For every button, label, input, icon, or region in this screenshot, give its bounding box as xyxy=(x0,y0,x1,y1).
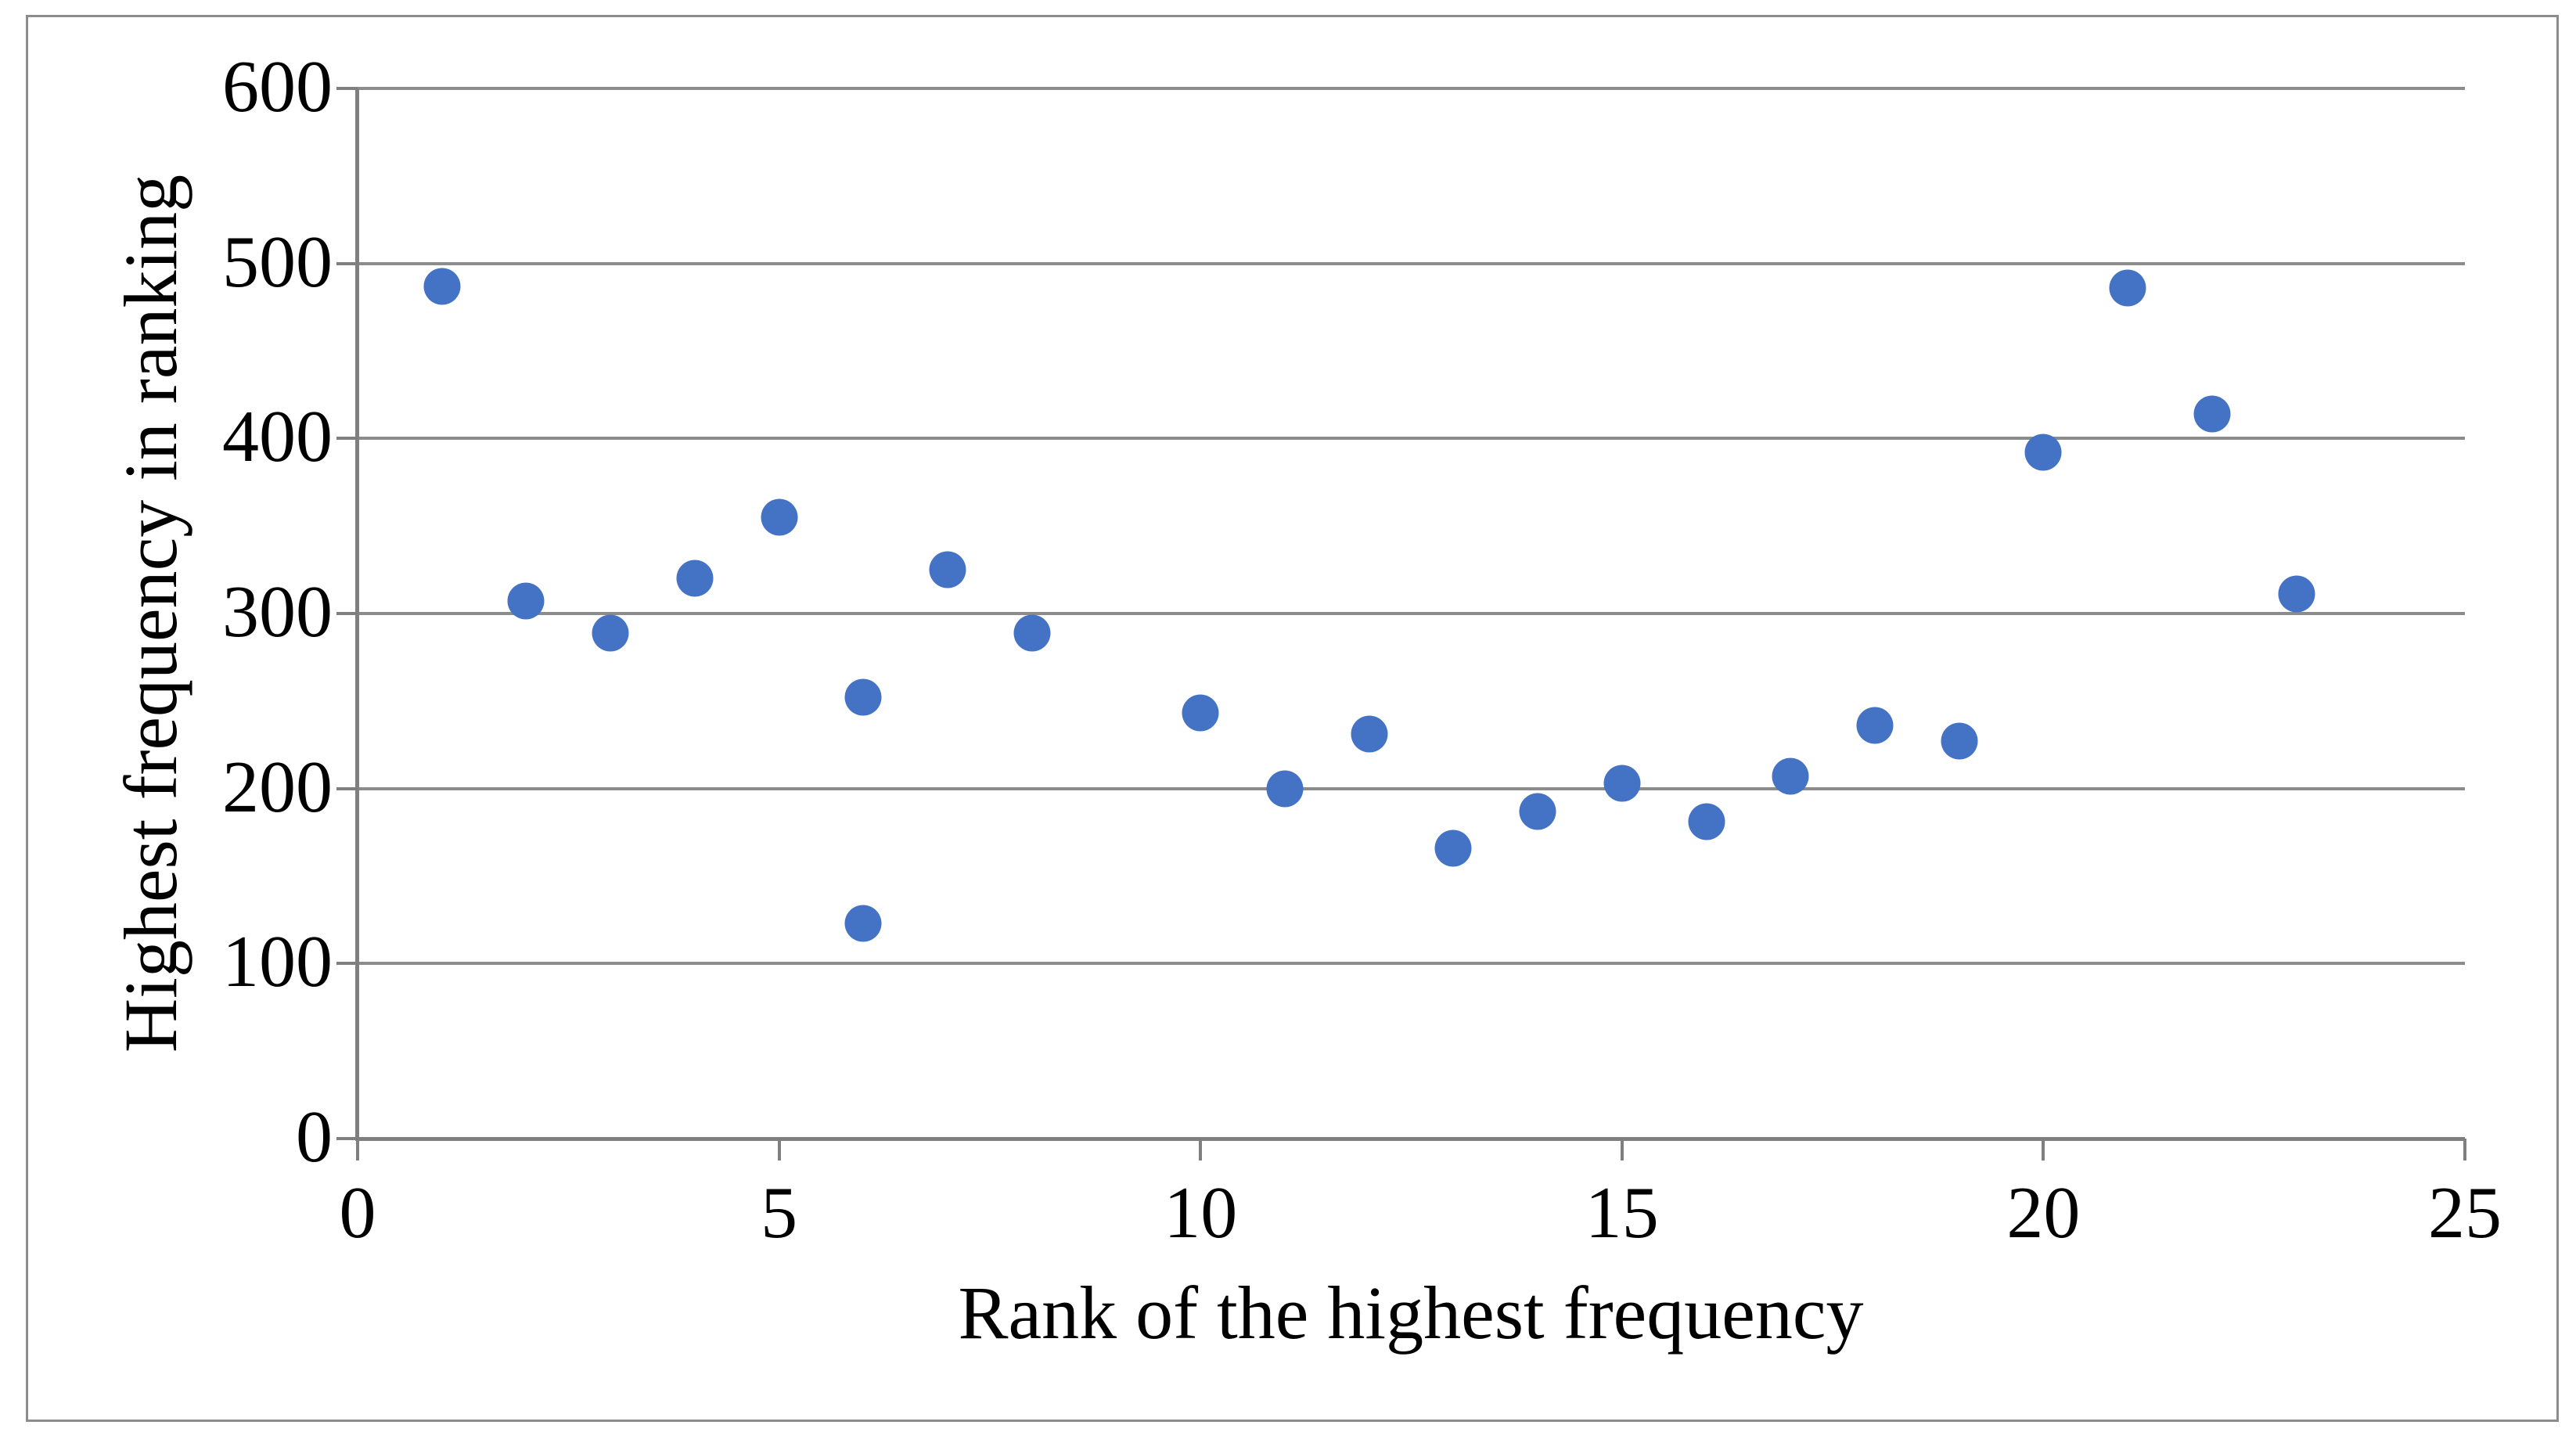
data-point xyxy=(1603,765,1641,802)
data-point xyxy=(2024,434,2062,471)
data-point xyxy=(1519,793,1556,830)
x-axis-tick xyxy=(2042,1139,2045,1161)
y-axis-tick xyxy=(336,612,358,615)
x-axis-tick-label: 25 xyxy=(2428,1172,2502,1254)
data-point xyxy=(592,614,629,652)
data-point xyxy=(2109,269,2146,307)
x-axis-tick-label: 15 xyxy=(1585,1172,1659,1254)
y-axis-tick xyxy=(336,1137,358,1140)
data-point xyxy=(1266,770,1304,808)
data-point xyxy=(423,268,461,305)
y-axis-tick-label: 200 xyxy=(222,746,333,828)
horizontal-gridline xyxy=(358,962,2465,966)
y-axis-tick xyxy=(336,261,358,265)
data-point xyxy=(1772,757,1809,795)
data-point xyxy=(929,551,966,588)
y-axis-tick-label: 400 xyxy=(222,396,333,478)
data-point xyxy=(1941,722,1978,760)
x-axis-title: Rank of the highest frequency xyxy=(958,1271,1864,1355)
x-axis-tick-label: 20 xyxy=(2006,1172,2081,1254)
x-axis-tick xyxy=(1620,1139,1624,1161)
y-axis-tick-label: 600 xyxy=(222,46,333,128)
data-point xyxy=(1434,829,1472,867)
y-axis-tick xyxy=(336,962,358,966)
y-axis-tick xyxy=(336,786,358,790)
data-point xyxy=(2193,395,2231,433)
x-axis-tick-label: 10 xyxy=(1164,1172,1238,1254)
data-point xyxy=(1182,694,1219,732)
data-point xyxy=(844,678,882,716)
x-axis-tick xyxy=(2463,1139,2466,1161)
x-axis-tick xyxy=(777,1139,781,1161)
horizontal-gridline xyxy=(358,786,2465,790)
y-axis-tick-label: 0 xyxy=(296,1096,333,1179)
data-point xyxy=(1688,803,1725,840)
chart-outer-border xyxy=(26,15,2559,1422)
x-axis-tick xyxy=(1199,1139,1203,1161)
y-axis-tick-label: 300 xyxy=(222,571,333,653)
data-point xyxy=(844,905,882,942)
data-point xyxy=(507,582,545,620)
data-point xyxy=(676,560,714,597)
data-point xyxy=(1013,614,1051,652)
x-axis-tick xyxy=(356,1139,359,1161)
data-point xyxy=(2278,575,2315,613)
horizontal-gridline xyxy=(358,87,2465,90)
x-axis-tick-label: 5 xyxy=(761,1172,798,1254)
data-point xyxy=(761,498,798,536)
y-axis-tick-label: 100 xyxy=(222,921,333,1003)
x-axis-line xyxy=(355,1137,2465,1141)
data-point xyxy=(1351,715,1388,753)
x-axis-tick-label: 0 xyxy=(339,1172,376,1254)
horizontal-gridline xyxy=(358,261,2465,265)
y-axis-tick xyxy=(336,437,358,441)
data-point xyxy=(1856,707,1894,744)
horizontal-gridline xyxy=(358,437,2465,441)
y-axis-line xyxy=(355,88,359,1139)
y-axis-tick-label: 500 xyxy=(222,221,333,303)
y-axis-tick xyxy=(336,87,358,90)
horizontal-gridline xyxy=(358,612,2465,615)
